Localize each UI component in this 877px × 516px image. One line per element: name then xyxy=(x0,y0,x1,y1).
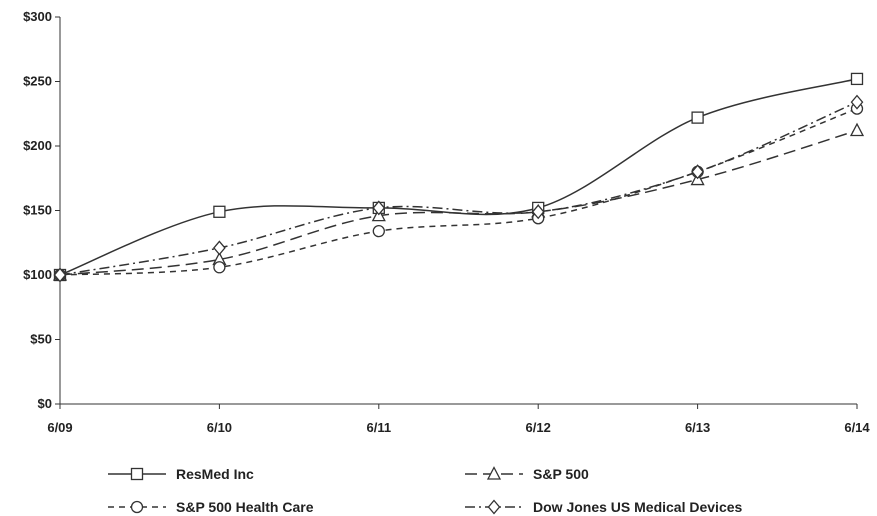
y-tick-label: $0 xyxy=(38,396,52,411)
x-tick-label: 6/12 xyxy=(526,420,551,435)
data-point-square xyxy=(850,72,864,86)
legend-marker-circle xyxy=(130,500,144,514)
x-tick-label: 6/10 xyxy=(207,420,232,435)
legend-label: S&P 500 Health Care xyxy=(176,499,314,515)
series-line xyxy=(59,101,858,276)
data-point-diamond xyxy=(372,200,386,216)
legend-marker-square xyxy=(130,467,144,481)
data-point-circle xyxy=(372,224,385,238)
x-tick-label: 6/11 xyxy=(367,420,392,435)
x-tick-label: 6/13 xyxy=(685,420,710,435)
data-point-diamond xyxy=(53,267,67,283)
y-tick-label: $100 xyxy=(23,267,52,282)
chart-axes: $0 $50 $100 $150 $200 $250 $300 6/09 6/10 6/11 6/1… xyxy=(23,9,870,435)
legend-marker-diamond xyxy=(487,499,501,515)
series-line xyxy=(59,129,858,276)
x-tick-label: 6/14 xyxy=(844,420,870,435)
data-point-diamond xyxy=(531,204,545,220)
data-point-diamond xyxy=(691,164,704,180)
legend-label: S&P 500 xyxy=(533,466,589,482)
y-tick-label: $300 xyxy=(23,9,52,24)
series-markers xyxy=(52,72,865,283)
series-lines xyxy=(59,78,858,276)
legend-label: ResMed Inc xyxy=(176,466,254,482)
chart-legend: ResMed Inc S&P 500 S&P 500 Health Care Dow … xyxy=(108,466,743,515)
y-tick-label: $150 xyxy=(23,203,52,218)
y-tick-label: $200 xyxy=(23,138,52,153)
data-point-triangle xyxy=(849,122,865,137)
legend-marker-triangle xyxy=(486,466,502,480)
y-tick-label: $50 xyxy=(30,332,52,347)
series-line xyxy=(59,78,858,276)
data-point-diamond xyxy=(213,240,226,256)
data-point-square xyxy=(213,205,226,218)
data-point-circle xyxy=(213,261,226,274)
data-point-square xyxy=(691,111,704,124)
legend-label: Dow Jones US Medical Devices xyxy=(533,499,743,515)
series-line xyxy=(59,107,858,276)
x-tick-label: 6/09 xyxy=(47,420,72,435)
data-point-diamond xyxy=(850,94,864,110)
y-tick-label: $250 xyxy=(23,74,52,89)
